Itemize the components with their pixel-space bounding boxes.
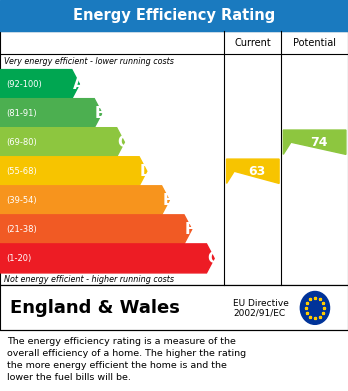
Text: F: F [185,222,195,237]
Polygon shape [0,99,102,128]
Text: Not energy efficient - higher running costs: Not energy efficient - higher running co… [4,274,174,284]
Text: (39-54): (39-54) [6,196,37,205]
Polygon shape [0,157,147,186]
Text: B: B [95,106,106,121]
Text: the more energy efficient the home is and the: the more energy efficient the home is an… [7,361,227,370]
Polygon shape [0,70,79,99]
Text: 63: 63 [248,165,265,178]
Polygon shape [0,244,214,273]
Text: (81-91): (81-91) [6,109,37,118]
Polygon shape [0,128,124,157]
Bar [0,31,348,285]
Text: The energy efficiency rating is a measure of the: The energy efficiency rating is a measur… [7,337,236,346]
Text: A: A [72,77,84,91]
Text: (55-68): (55-68) [6,167,37,176]
Text: C: C [117,135,128,150]
Text: EU Directive: EU Directive [233,299,289,308]
Text: overall efficiency of a home. The higher the rating: overall efficiency of a home. The higher… [7,349,246,358]
Bar [0,285,348,330]
Text: (21-38): (21-38) [6,225,37,234]
Text: E: E [162,193,173,208]
Bar [0,0,348,31]
Text: G: G [207,251,220,266]
Polygon shape [227,159,279,183]
Text: 2002/91/EC: 2002/91/EC [233,308,285,317]
Text: England & Wales: England & Wales [10,299,180,317]
Polygon shape [0,186,169,215]
Text: Current: Current [235,38,271,48]
Text: D: D [140,164,152,179]
Text: Energy Efficiency Rating: Energy Efficiency Rating [73,8,275,23]
Text: 74: 74 [310,136,327,149]
Polygon shape [283,130,346,154]
Polygon shape [0,215,192,244]
Circle shape [300,292,330,324]
Text: (69-80): (69-80) [6,138,37,147]
Text: Potential: Potential [293,38,336,48]
Text: (92-100): (92-100) [6,80,42,89]
Text: lower the fuel bills will be.: lower the fuel bills will be. [7,373,131,382]
Text: Very energy efficient - lower running costs: Very energy efficient - lower running co… [4,57,174,66]
Text: (1-20): (1-20) [6,254,32,263]
